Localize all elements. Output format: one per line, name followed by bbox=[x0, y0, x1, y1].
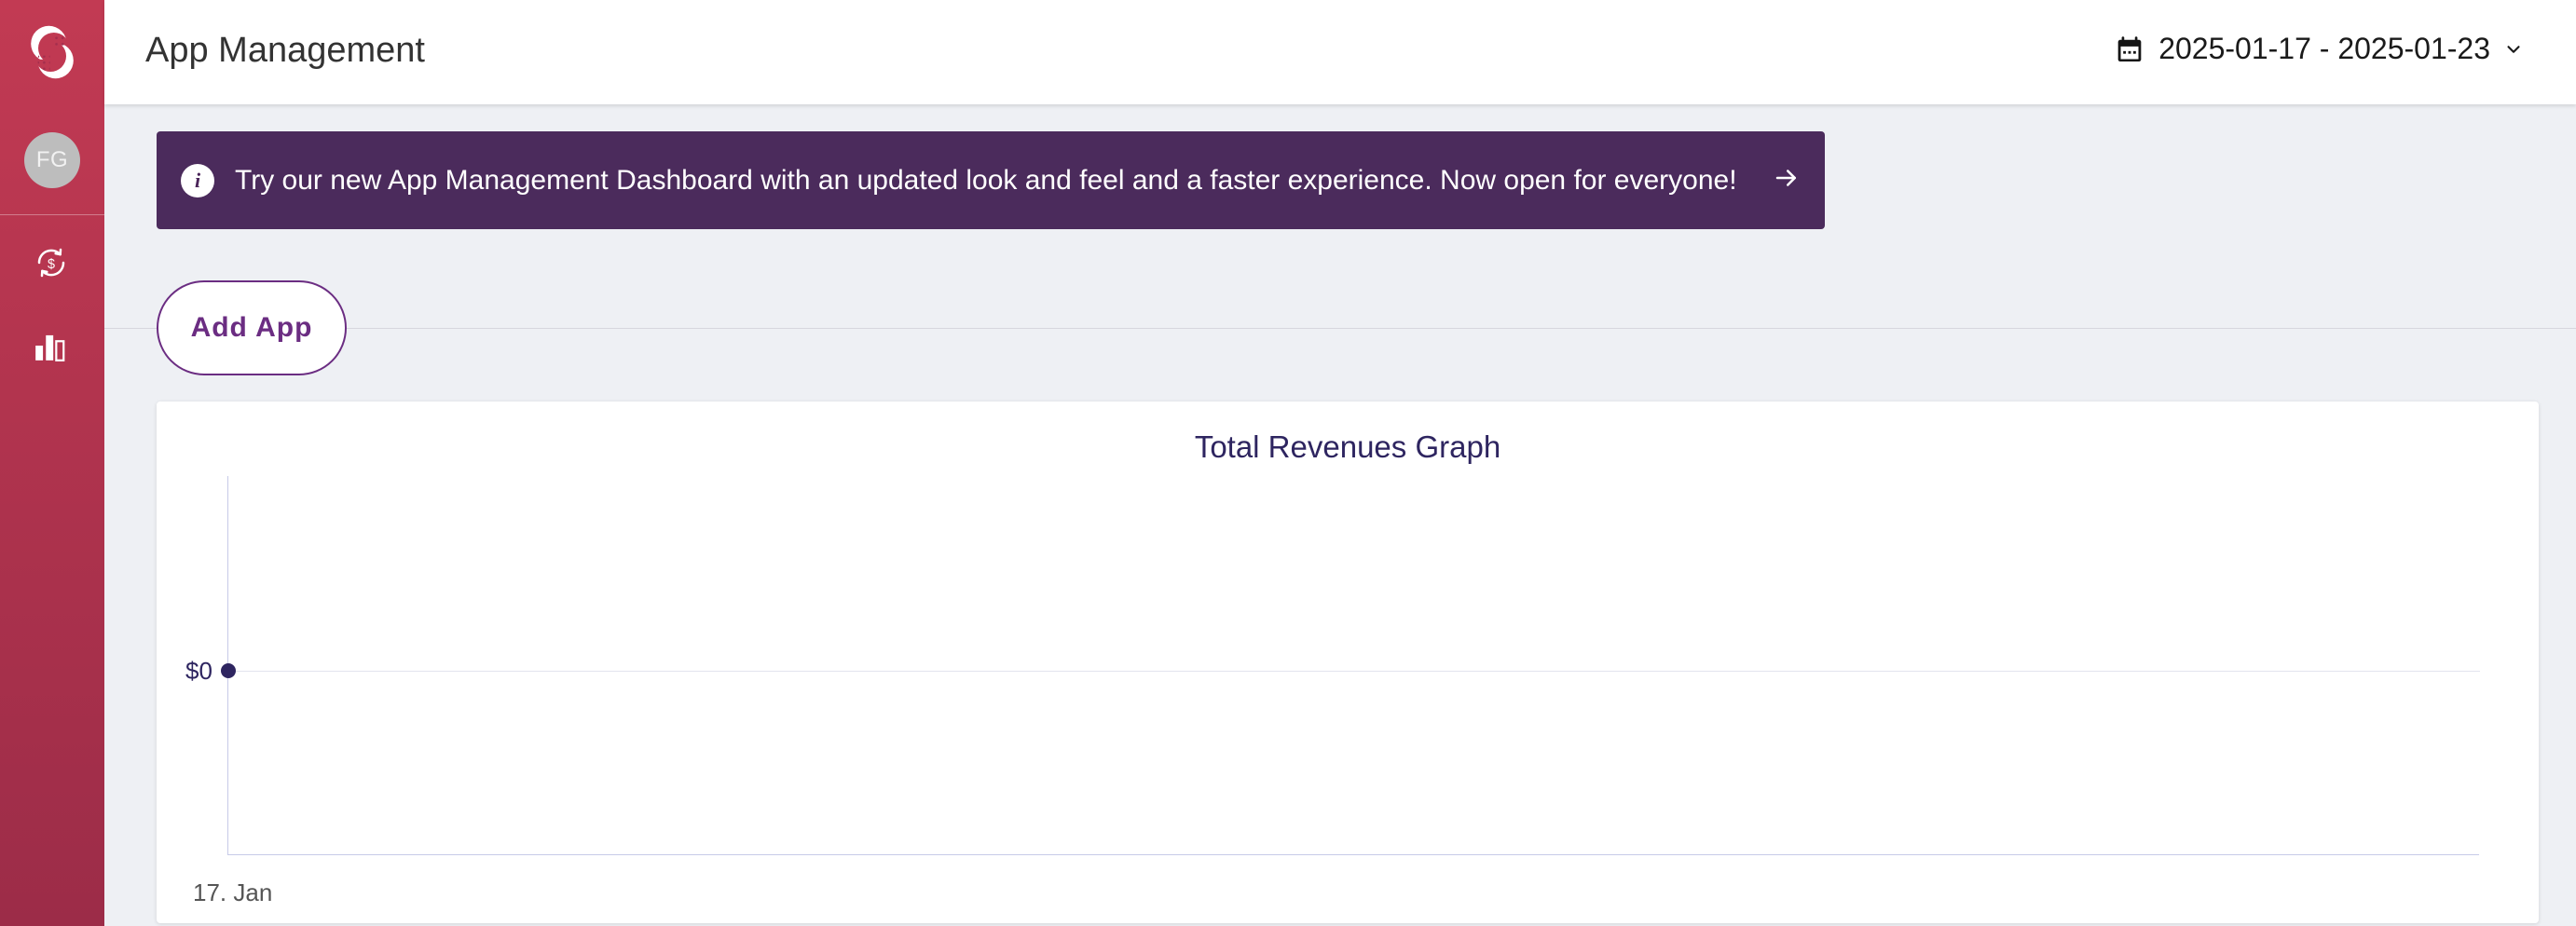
svg-text:$: $ bbox=[48, 257, 55, 272]
